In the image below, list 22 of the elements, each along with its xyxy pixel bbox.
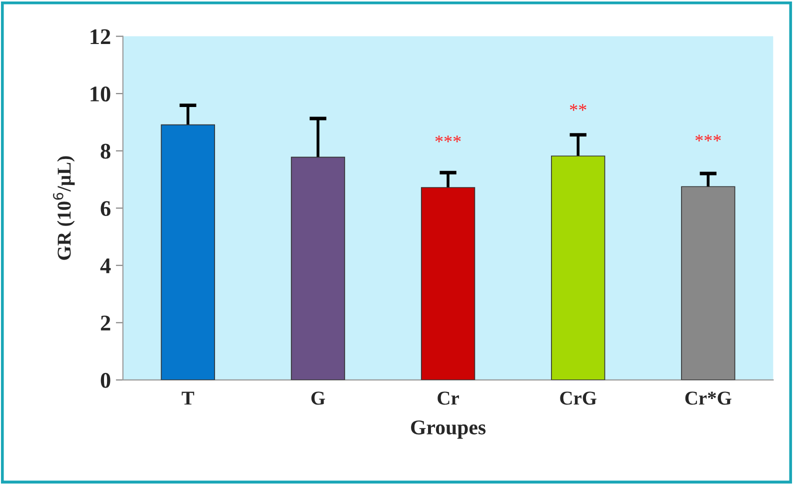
annotation: *** <box>695 134 721 142</box>
y-tick-label: 6 <box>100 201 110 216</box>
y-axis-title: GR (10$^{6}$/µL) <box>53 156 75 260</box>
x-tick-label: Cr*G <box>685 392 732 405</box>
bar <box>681 186 736 380</box>
bar <box>160 124 216 380</box>
y-tick-label: 4 <box>100 258 111 274</box>
x-tick-label: CrG <box>560 392 596 405</box>
bar <box>290 156 346 380</box>
y-tick-label: 8 <box>100 144 110 159</box>
annotation: ** <box>570 104 586 111</box>
x-tick-label: G <box>311 392 326 405</box>
y-tick-label: 10 <box>90 86 110 102</box>
y-tick-label: 12 <box>90 29 110 44</box>
y-tick-label: 2 <box>100 316 110 330</box>
x-tick-label: Cr <box>438 392 459 405</box>
bar <box>551 156 606 380</box>
bar <box>420 187 476 380</box>
y-tick-label: 0 <box>100 372 110 388</box>
x-axis-title: Groupes <box>411 420 486 439</box>
annotation: *** <box>435 136 461 142</box>
x-tick-label: T <box>182 392 194 405</box>
